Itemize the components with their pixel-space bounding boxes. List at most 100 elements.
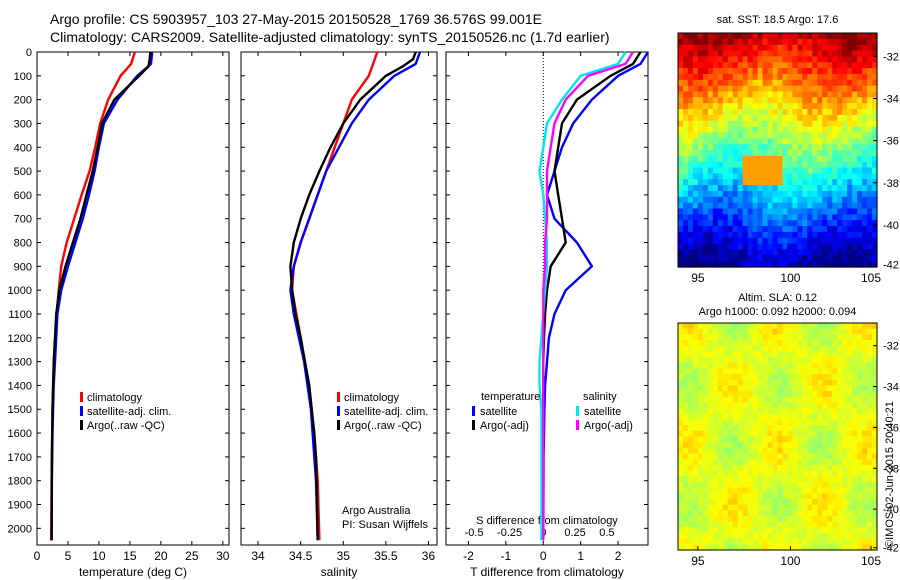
heatmap-cell	[797, 408, 803, 415]
heatmap-cell	[812, 220, 818, 227]
heatmap-cell	[762, 379, 769, 387]
sla-map-subtitle: Argo h1000: 0.092 h2000: 0.094	[699, 306, 857, 318]
heatmap-cell	[732, 50, 739, 57]
heatmap-cell	[867, 33, 873, 40]
heatmap-cell	[837, 50, 843, 57]
heatmap-cell	[822, 243, 828, 251]
heatmap-cell	[687, 114, 694, 122]
heatmap-cell	[847, 126, 853, 134]
heatmap-cell	[697, 144, 704, 151]
heatmap-cell	[822, 515, 828, 523]
heatmap-cell	[767, 120, 774, 128]
heatmap-cell	[802, 185, 808, 192]
heatmap-cell	[867, 109, 873, 116]
heatmap-cell	[767, 515, 774, 523]
heatmap-cell	[697, 379, 704, 387]
heatmap-cell	[702, 249, 709, 256]
heatmap-cell	[687, 408, 694, 415]
y-tick-label: 1100	[8, 309, 32, 321]
heatmap-cell	[757, 150, 764, 157]
heatmap-cell	[852, 340, 858, 347]
heatmap-cell	[832, 79, 838, 87]
heatmap-cell	[782, 374, 789, 381]
heatmap-cell	[857, 50, 863, 57]
heatmap-cell	[852, 220, 858, 227]
heatmap-cell	[752, 126, 759, 134]
heatmap-cell	[678, 208, 684, 215]
heatmap-cell	[762, 442, 769, 449]
heatmap-cell	[812, 226, 818, 233]
heatmap-cell	[732, 368, 739, 375]
heatmap-cell	[792, 408, 798, 415]
heatmap-cell	[727, 208, 734, 215]
heatmap-cell	[802, 79, 808, 87]
heatmap-cell	[847, 334, 853, 341]
heatmap-cell	[782, 323, 789, 330]
heatmap-cell	[727, 379, 734, 387]
heatmap-cell	[812, 38, 818, 46]
heatmap-cell	[797, 167, 803, 174]
heatmap-cell	[817, 249, 823, 256]
heatmap-cell	[762, 62, 769, 69]
heatmap-cell	[787, 357, 794, 364]
heatmap-cell	[707, 44, 714, 52]
heatmap-cell	[702, 493, 709, 500]
heatmap-cell	[747, 173, 754, 180]
heatmap-cell	[792, 459, 798, 466]
heatmap-cell	[812, 515, 818, 523]
heatmap-cell	[747, 442, 754, 449]
heatmap-cell	[692, 103, 699, 110]
heatmap-cell	[822, 413, 828, 421]
heatmap-cell	[767, 527, 774, 534]
heatmap-cell	[867, 476, 873, 483]
heatmap-cell	[712, 379, 719, 387]
heatmap-cell	[777, 220, 784, 227]
heatmap-cell	[817, 515, 823, 523]
heatmap-cell	[772, 255, 779, 262]
heatmap-cell	[737, 103, 744, 110]
heatmap-cell	[862, 190, 868, 198]
heatmap-cell	[737, 231, 744, 239]
heatmap-cell	[842, 362, 848, 369]
heatmap-cell	[727, 521, 734, 528]
heatmap-cell	[817, 150, 823, 157]
heatmap-cell	[747, 391, 754, 398]
heatmap-cell	[717, 50, 724, 57]
heatmap-cell	[747, 453, 754, 460]
heatmap-cell	[792, 328, 798, 335]
heatmap-cell	[687, 453, 694, 460]
heatmap-cell	[742, 391, 749, 398]
heatmap-cell	[862, 521, 868, 528]
heatmap-cell	[827, 351, 833, 358]
heatmap-cell	[678, 91, 684, 98]
heatmap-cell	[682, 103, 689, 110]
heatmap-cell	[862, 340, 868, 347]
heatmap-cell	[817, 493, 823, 500]
heatmap-cell	[697, 62, 704, 69]
heatmap-cell	[732, 493, 739, 500]
heatmap-cell	[757, 413, 764, 421]
heatmap-cell	[717, 459, 724, 466]
heatmap-cell	[692, 138, 699, 145]
heatmap-cell	[792, 255, 798, 262]
heatmap-cell	[692, 226, 699, 233]
heatmap-cell	[807, 351, 813, 358]
heatmap-cell	[847, 544, 853, 551]
heatmap-cell	[842, 38, 848, 46]
heatmap-cell	[812, 109, 818, 116]
heatmap-cell	[732, 62, 739, 69]
heatmap-cell	[837, 379, 843, 387]
heatmap-cell	[862, 196, 868, 204]
heatmap-cell	[782, 391, 789, 398]
heatmap-cell	[687, 476, 694, 483]
heatmap-cell	[757, 396, 764, 404]
heatmap-cell	[757, 334, 764, 341]
heatmap-cell	[692, 120, 699, 128]
heatmap-cell	[822, 132, 828, 139]
heatmap-cell	[872, 249, 878, 256]
heatmap-cell	[787, 453, 794, 460]
heatmap-cell	[717, 226, 724, 233]
heatmap-cell	[722, 73, 729, 81]
heatmap-cell	[757, 220, 764, 227]
heatmap-cell	[762, 487, 769, 494]
